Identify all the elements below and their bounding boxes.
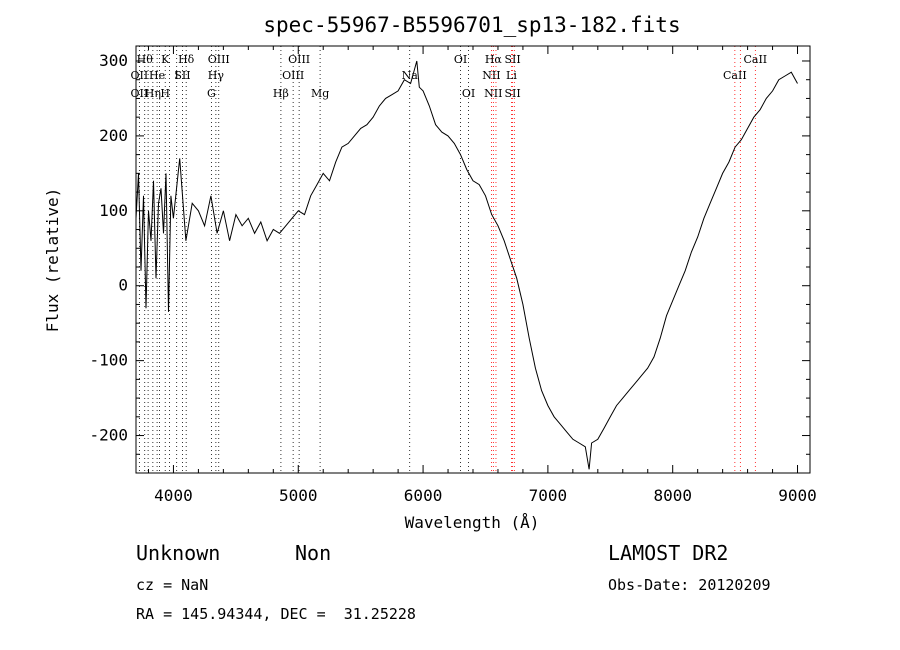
line-label: Li [506,69,517,82]
emission-line-markers [138,46,756,473]
line-label: Hγ [208,69,225,82]
line-label: NII [484,87,502,100]
line-label: CaII [723,69,747,82]
plot-frame [135,45,811,474]
line-label: OI [462,87,475,100]
line-label: CaII [743,53,767,66]
y-tick-label: 100 [99,201,128,220]
subclass-text: Non [295,541,332,565]
x-axis-ticks: 4000 5000 6000 7000 8000 9000 [147,46,817,505]
line-label: OIII [288,53,310,66]
obs-date-text: Obs-Date: 20120209 [608,576,771,594]
line-label: I [175,69,179,82]
line-label: K [161,53,170,66]
line-label: Hβ [273,87,289,100]
line-label: OII [131,69,149,82]
line-label: OIII [282,69,304,82]
line-label: Hθ [137,53,154,66]
spectrum-line [135,60,798,470]
x-tick-label: 6000 [404,486,443,505]
y-axis-ticks: -200 -100 0 100 200 300 [89,51,810,455]
y-tick-label: -100 [89,351,128,370]
line-label: OII [131,87,149,100]
y-tick-label: 0 [118,276,128,295]
y-tick-label: 300 [99,51,128,70]
chart-title: spec-55967-B5596701_sp13-182.fits [263,13,680,37]
y-tick-label: -200 [89,426,128,445]
line-label: Hδ [178,53,195,66]
line-label: He [149,69,165,82]
line-label: OI [454,53,467,66]
line-label: G [207,87,216,100]
line-label: SII [174,69,190,82]
x-tick-label: 7000 [529,486,568,505]
line-label: Mg [311,87,329,100]
redshift-text: cz = NaN [136,576,209,594]
x-tick-label: 4000 [154,486,193,505]
emission-line-labels: OIIOIIHθHηHeKHISIIHδGHγOIIIHβOIIIOIIIMgN… [131,53,768,100]
line-label: NII [482,69,500,82]
x-axis-label: Wavelength (Å) [405,513,540,532]
x-tick-label: 5000 [279,486,318,505]
x-tick-label: 9000 [778,486,817,505]
survey-text: LAMOST DR2 [608,541,729,565]
x-tick-label: 8000 [653,486,692,505]
classification-text: Unknown [136,541,221,565]
y-axis-label: Flux (relative) [43,188,62,333]
line-label: SII [504,53,520,66]
y-tick-label: 200 [99,126,128,145]
line-label: Hα [485,53,503,66]
coordinates-text: RA = 145.94344, DEC = 31.25228 [136,605,416,623]
line-label: OIII [208,53,230,66]
line-label: H [160,87,170,100]
line-label: SII [504,87,520,100]
line-label: Hη [145,87,161,100]
